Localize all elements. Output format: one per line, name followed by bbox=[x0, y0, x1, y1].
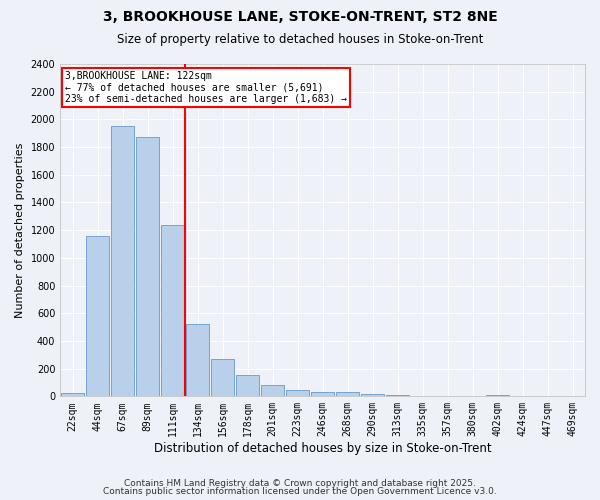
Bar bbox=[486, 395, 509, 396]
Y-axis label: Number of detached properties: Number of detached properties bbox=[15, 142, 25, 318]
Text: Size of property relative to detached houses in Stoke-on-Trent: Size of property relative to detached ho… bbox=[117, 32, 483, 46]
Bar bbox=[61, 393, 84, 396]
Bar bbox=[386, 395, 409, 396]
Bar bbox=[236, 375, 259, 396]
Bar bbox=[186, 324, 209, 396]
X-axis label: Distribution of detached houses by size in Stoke-on-Trent: Distribution of detached houses by size … bbox=[154, 442, 491, 455]
Bar bbox=[336, 392, 359, 396]
Bar bbox=[261, 384, 284, 396]
Text: 3,BROOKHOUSE LANE: 122sqm
← 77% of detached houses are smaller (5,691)
23% of se: 3,BROOKHOUSE LANE: 122sqm ← 77% of detac… bbox=[65, 70, 347, 104]
Text: Contains HM Land Registry data © Crown copyright and database right 2025.: Contains HM Land Registry data © Crown c… bbox=[124, 478, 476, 488]
Bar bbox=[211, 359, 234, 397]
Bar bbox=[86, 236, 109, 396]
Text: Contains public sector information licensed under the Open Government Licence v3: Contains public sector information licen… bbox=[103, 487, 497, 496]
Bar bbox=[311, 392, 334, 396]
Bar bbox=[361, 394, 384, 396]
Text: 3, BROOKHOUSE LANE, STOKE-ON-TRENT, ST2 8NE: 3, BROOKHOUSE LANE, STOKE-ON-TRENT, ST2 … bbox=[103, 10, 497, 24]
Bar bbox=[161, 224, 184, 396]
Bar bbox=[136, 138, 159, 396]
Bar bbox=[111, 126, 134, 396]
Bar bbox=[286, 390, 309, 396]
